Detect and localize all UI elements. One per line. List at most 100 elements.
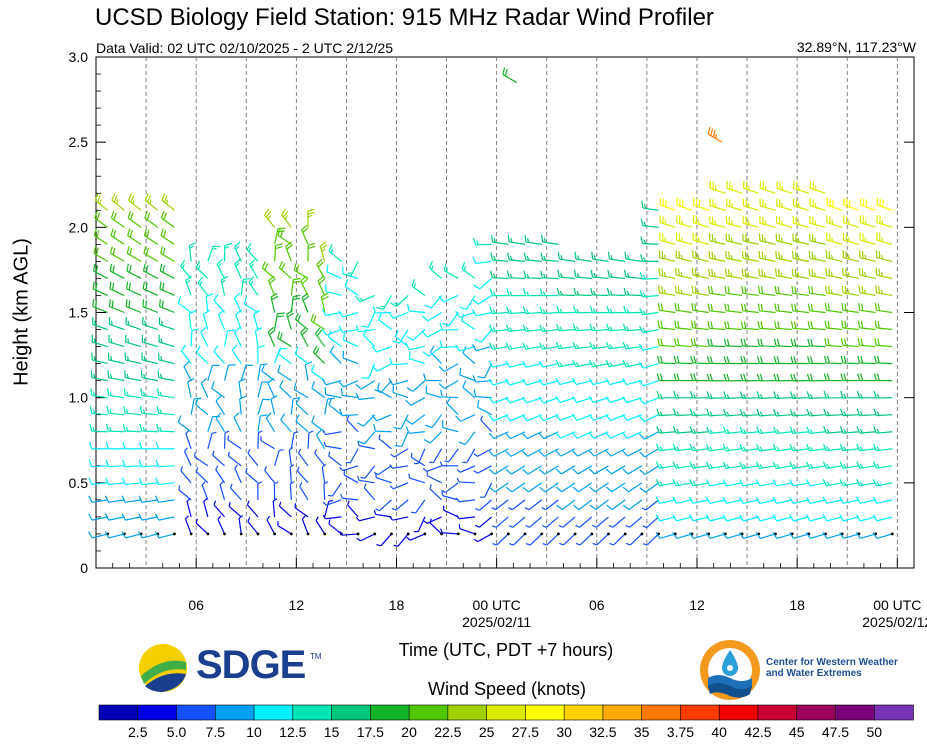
wind-barb bbox=[774, 303, 793, 314]
wind-barb bbox=[807, 303, 826, 314]
wind-barb bbox=[422, 311, 442, 322]
wind-barb bbox=[843, 215, 860, 228]
wind-barb bbox=[488, 465, 509, 475]
wind-barb bbox=[689, 443, 709, 452]
wind-barb bbox=[575, 516, 593, 528]
wind-barb bbox=[656, 390, 676, 399]
wind-barb bbox=[298, 448, 309, 467]
x-tick-date-label: 2025/02/12 bbox=[862, 614, 927, 630]
wind-barb bbox=[295, 414, 309, 433]
wind-barb bbox=[741, 268, 759, 280]
wind-barb bbox=[438, 380, 459, 390]
wind-barb bbox=[502, 67, 517, 84]
wind-barb bbox=[266, 515, 276, 535]
wind-barb bbox=[588, 414, 609, 421]
wind-barb bbox=[91, 317, 108, 331]
wind-barb bbox=[360, 465, 376, 479]
wind-barb bbox=[639, 325, 659, 334]
wind-barb bbox=[508, 516, 526, 528]
wind-barb bbox=[378, 434, 392, 450]
wind-barb bbox=[440, 389, 459, 399]
wind-barb bbox=[109, 246, 125, 262]
wind-barb bbox=[229, 483, 242, 501]
colorbar-tick-label: 10 bbox=[246, 724, 262, 740]
wind-barb bbox=[806, 408, 826, 417]
wind-barb bbox=[253, 309, 261, 330]
wind-barb bbox=[574, 251, 592, 262]
wind-barb bbox=[572, 378, 592, 386]
wind-barb bbox=[759, 198, 776, 211]
wind-barb bbox=[689, 461, 709, 469]
colorbar-tick-label: 22.5 bbox=[434, 724, 461, 740]
wind-barb bbox=[299, 482, 309, 501]
wind-barb bbox=[805, 514, 826, 522]
wind-barb bbox=[338, 325, 359, 333]
wind-barb bbox=[261, 261, 276, 279]
wind-barb bbox=[257, 430, 263, 449]
wind-barb bbox=[826, 197, 843, 211]
wind-barb bbox=[233, 412, 242, 433]
wind-barb bbox=[555, 341, 576, 350]
wind-barb bbox=[456, 465, 476, 473]
wind-barb bbox=[277, 228, 292, 245]
wind-barb bbox=[591, 516, 609, 528]
wind-barb bbox=[524, 499, 543, 511]
wind-barb bbox=[672, 479, 693, 487]
wind-barb bbox=[160, 228, 175, 245]
wind-barb bbox=[843, 197, 860, 211]
wind-barb bbox=[311, 381, 326, 399]
wind-barb bbox=[673, 390, 692, 399]
wind-barb bbox=[439, 340, 459, 349]
calm-dot bbox=[223, 532, 226, 536]
wind-barb bbox=[739, 444, 759, 452]
wind-barb bbox=[223, 430, 230, 449]
colorbar-tick-label: 2.5 bbox=[128, 724, 148, 740]
wind-barb bbox=[739, 514, 759, 522]
wind-barb bbox=[290, 431, 299, 449]
wind-barb bbox=[856, 390, 876, 399]
wind-barb bbox=[606, 287, 626, 297]
wind-barb bbox=[522, 324, 542, 333]
wind-barb bbox=[689, 408, 709, 417]
wind-barb bbox=[423, 431, 442, 444]
wind-barb bbox=[185, 430, 192, 449]
wind-barb bbox=[94, 193, 109, 211]
wind-barb bbox=[108, 334, 125, 348]
wind-barb bbox=[742, 180, 759, 194]
wind-barb bbox=[127, 228, 142, 245]
wind-barb bbox=[738, 532, 759, 540]
wind-barb bbox=[142, 299, 158, 314]
wind-barb bbox=[539, 465, 559, 475]
wind-barb bbox=[622, 359, 643, 368]
wind-barb bbox=[392, 329, 409, 344]
colorbar-tick-label: 47.5 bbox=[822, 724, 849, 740]
wind-barb bbox=[523, 270, 542, 280]
wind-barb bbox=[211, 381, 225, 399]
wind-barb bbox=[556, 305, 576, 314]
wind-barb bbox=[473, 448, 492, 457]
wind-barb bbox=[823, 373, 843, 382]
wind-barb bbox=[270, 292, 279, 313]
wind-barb bbox=[213, 294, 225, 313]
wind-barb bbox=[328, 244, 342, 262]
wind-barb bbox=[538, 448, 559, 457]
wind-barb bbox=[488, 342, 509, 350]
wind-barb bbox=[857, 373, 876, 382]
wind-barb bbox=[122, 441, 142, 450]
wind-barb bbox=[655, 496, 676, 504]
wind-barb bbox=[159, 281, 175, 297]
x-tick-label: 18 bbox=[389, 597, 405, 613]
wind-barb bbox=[215, 412, 226, 433]
sdge-sun-logo-icon bbox=[139, 644, 187, 692]
wind-barb bbox=[310, 313, 326, 331]
wind-barb bbox=[490, 270, 509, 280]
wind-barb bbox=[290, 277, 301, 296]
wind-barb bbox=[541, 516, 559, 528]
wind-barb bbox=[272, 498, 278, 517]
wind-barb bbox=[740, 338, 759, 348]
wind-barb bbox=[356, 414, 376, 427]
wind-barb bbox=[260, 436, 275, 450]
wind-barb bbox=[726, 180, 743, 194]
wind-barb bbox=[423, 373, 442, 382]
wind-barb bbox=[773, 408, 793, 417]
